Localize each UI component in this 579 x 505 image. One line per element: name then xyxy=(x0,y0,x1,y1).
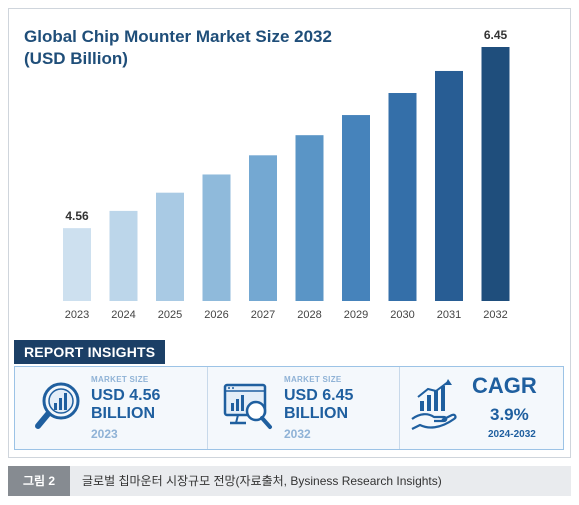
insight-panel-2032: MARKET SIZE USD 6.45 BILLION 2032 xyxy=(207,367,399,449)
bar-2023 xyxy=(63,228,91,301)
bar-2032 xyxy=(481,47,510,301)
x-tick-label-2027: 2027 xyxy=(251,309,275,321)
bar-2025 xyxy=(156,192,184,301)
bar-2026 xyxy=(202,174,231,301)
bar-2027 xyxy=(249,155,277,301)
cagr-range: 2024-2032 xyxy=(488,429,536,440)
data-label-2023: 4.56 xyxy=(65,209,89,223)
figure-caption: 그림 2 글로벌 칩마운터 시장규모 전망(자료출처, Bysiness Res… xyxy=(8,466,571,496)
market-size-label: MARKET SIZE xyxy=(284,375,342,384)
cagr-value: 3.9% xyxy=(490,405,529,424)
x-tick-label-2023: 2023 xyxy=(65,309,89,321)
figure-number: 그림 2 xyxy=(8,466,70,496)
x-tick-label-2029: 2029 xyxy=(344,309,368,321)
cagr-title: CAGR xyxy=(472,373,537,398)
bar-2029 xyxy=(342,115,370,302)
data-label-2032: 6.45 xyxy=(484,28,508,42)
monitor-magnifier-icon xyxy=(223,383,272,429)
insights-box: MARKET SIZE USD 4.56 BILLION 2023 MARKET… xyxy=(14,366,564,450)
bar-2024 xyxy=(109,210,138,301)
report-insights-header: REPORT INSIGHTS xyxy=(14,340,166,364)
bar-chart: 2023 4.56 2024 2025 2026 2027 2028 2029 2030 2031… xyxy=(63,28,510,321)
market-size-year: 2023 xyxy=(91,427,118,441)
insight-panel-2023: MARKET SIZE USD 4.56 BILLION 2023 xyxy=(15,367,207,449)
figure-caption-text: 글로벌 칩마운터 시장규모 전망(자료출처, Bysiness Research… xyxy=(82,474,442,488)
market-size-label: MARKET SIZE xyxy=(91,375,149,384)
market-size-unit: BILLION xyxy=(284,405,348,422)
market-size-year: 2032 xyxy=(284,427,311,441)
x-tick-label-2032: 2032 xyxy=(483,309,507,321)
x-tick-label-2024: 2024 xyxy=(111,309,135,321)
x-tick-label-2028: 2028 xyxy=(297,309,321,321)
market-size-unit: BILLION xyxy=(91,405,155,422)
x-tick-label-2025: 2025 xyxy=(158,309,182,321)
hand-growth-chart-icon xyxy=(411,379,457,430)
market-size-value: USD 4.56 xyxy=(91,387,161,404)
magnifier-chart-icon xyxy=(35,382,80,429)
chart-title: Global Chip Mounter Market Size 2032 (US… xyxy=(24,27,332,68)
bar-2031 xyxy=(435,70,463,301)
market-size-value: USD 6.45 xyxy=(284,387,354,404)
bar-2030 xyxy=(388,93,417,302)
x-tick-label-2026: 2026 xyxy=(204,309,228,321)
insight-panel-cagr: CAGR 3.9% 2024-2032 xyxy=(399,367,563,449)
x-tick-label-2030: 2030 xyxy=(390,309,414,321)
x-tick-label-2031: 2031 xyxy=(437,309,461,321)
bar-2028 xyxy=(295,135,324,301)
